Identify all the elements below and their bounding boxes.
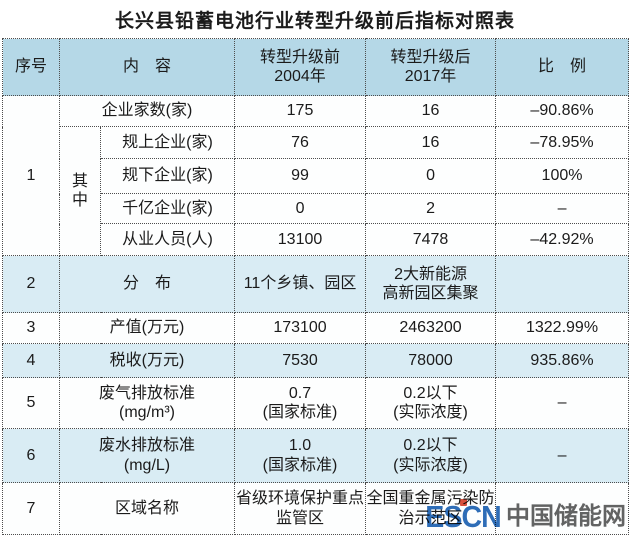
label-cell: 区域名称	[58, 482, 236, 535]
before-cell: 省级环境保护重点监管区	[234, 482, 367, 535]
header-no: 序号	[2, 38, 60, 96]
table-row: 其 中 规上企业(家) 76 16 –78.95%	[3, 126, 630, 256]
label-cell: 企业家数(家)	[58, 95, 236, 127]
table-row: 千亿企业(家) 0 2 –	[3, 193, 630, 224]
before-cell: 175	[234, 95, 367, 127]
table-row: 2 分 布 11个乡镇、园区 2大新能源 高新园区集聚	[2, 255, 630, 313]
label-cell: 废水排放标准 (mg/L)	[58, 428, 236, 483]
header-row: 序号 内 容 转型升级前 2004年 转型升级后 2017年 比 例	[2, 38, 630, 96]
after-cell: 0.2以下 (实际浓度)	[365, 428, 497, 483]
label-cell: 废气排放标准 (mg/m³)	[58, 377, 236, 429]
seq-cell: 7	[2, 482, 60, 535]
header-content: 内 容	[58, 38, 236, 96]
header-ratio: 比 例	[495, 38, 630, 96]
before-cell: 7530	[234, 343, 367, 378]
table-row: 7 区域名称 省级环境保护重点监管区 全国重金属污染防治示范区	[2, 482, 630, 535]
header-before: 转型升级前 2004年	[234, 38, 367, 96]
table-row: 规下企业(家) 99 0 100%	[3, 158, 630, 194]
ratio-cell: –42.92%	[495, 223, 630, 256]
table-row: 5 废气排放标准 (mg/m³) 0.7 (国家标准) 0.2以下 (实际浓度)…	[2, 377, 630, 429]
ratio-cell: –90.86%	[495, 95, 630, 127]
after-cell: 16	[365, 95, 497, 127]
ratio-cell: 935.86%	[495, 343, 630, 378]
after-cell: 7478	[365, 223, 497, 256]
label-cell: 规上企业(家)	[99, 126, 236, 159]
after-cell: 2	[365, 193, 497, 224]
table-row: 从业人员(人) 13100 7478 –42.92%	[3, 223, 630, 256]
seq-cell: 5	[2, 377, 60, 429]
before-cell: 76	[234, 126, 367, 159]
label-cell: 从业人员(人)	[99, 223, 236, 256]
ratio-cell: –	[495, 377, 630, 429]
label-cell: 规下企业(家)	[99, 158, 236, 194]
after-cell: 2463200	[365, 312, 497, 344]
before-cell: 0.7 (国家标准)	[234, 377, 367, 429]
ratio-cell	[495, 255, 630, 313]
header-after: 转型升级后 2017年	[365, 38, 497, 96]
after-cell: 16	[365, 126, 497, 159]
ratio-cell: 1322.99%	[495, 312, 630, 344]
after-cell: 0	[365, 158, 497, 194]
after-cell: 2大新能源 高新园区集聚	[365, 255, 497, 313]
label-cell: 分 布	[58, 255, 236, 313]
after-cell: 78000	[365, 343, 497, 378]
title-bar: 长兴县铅蓄电池行业转型升级前后指标对照表	[0, 0, 630, 38]
ratio-cell: 100%	[495, 158, 630, 194]
page-title: 长兴县铅蓄电池行业转型升级前后指标对照表	[114, 10, 515, 32]
label-cell: 千亿企业(家)	[99, 193, 236, 224]
after-cell: 0.2以下 (实际浓度)	[365, 377, 497, 429]
before-cell: 13100	[234, 223, 367, 256]
seq-cell: 3	[2, 312, 60, 344]
seq-cell: 1	[2, 95, 60, 256]
before-cell: 0	[234, 193, 367, 224]
ratio-cell: –	[495, 193, 630, 224]
table-row: 3 产值(万元) 173100 2463200 1322.99%	[2, 312, 630, 344]
comparison-table: 序号 内 容 转型升级前 2004年 转型升级后 2017年 比 例 1 企业家…	[2, 38, 630, 535]
zhong-cell: 其 中	[59, 126, 101, 256]
ratio-cell: –78.95%	[495, 126, 630, 159]
ratio-cell: –	[495, 428, 630, 483]
before-cell: 11个乡镇、园区	[234, 255, 367, 313]
before-cell: 173100	[234, 312, 367, 344]
before-cell: 99	[234, 158, 367, 194]
ratio-cell	[495, 482, 630, 535]
seq-cell: 2	[2, 255, 60, 313]
label-cell: 税收(万元)	[58, 343, 236, 378]
seq-cell: 6	[2, 428, 60, 483]
label-cell: 产值(万元)	[58, 312, 236, 344]
table-row: 1 企业家数(家) 175 16 –90.86%	[2, 95, 630, 256]
after-cell: 全国重金属污染防治示范区	[365, 482, 497, 535]
seq-cell: 4	[2, 343, 60, 378]
before-cell: 1.0 (国家标准)	[234, 428, 367, 483]
table-row: 6 废水排放标准 (mg/L) 1.0 (国家标准) 0.2以下 (实际浓度) …	[2, 428, 630, 483]
table-row: 4 税收(万元) 7530 78000 935.86%	[2, 343, 630, 378]
